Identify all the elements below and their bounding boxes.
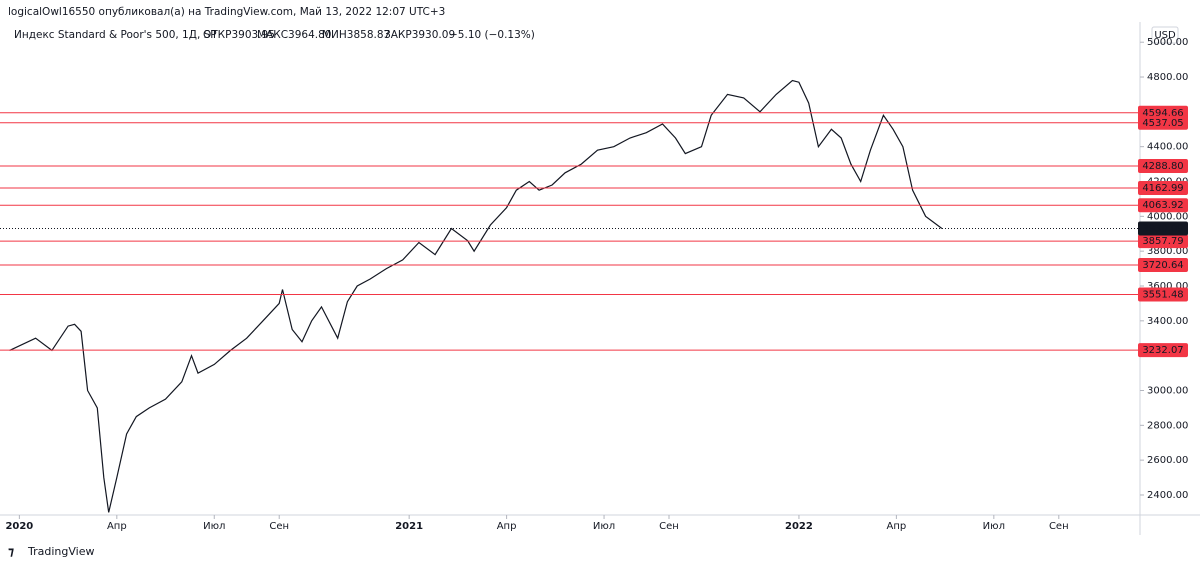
last-price-badge xyxy=(1138,221,1188,236)
level-badge xyxy=(1138,180,1188,195)
level-label: 4537.05 xyxy=(1142,118,1183,129)
published-note: logicalOwl16550 опубликовал(а) на Tradin… xyxy=(8,6,445,18)
level-badge xyxy=(1138,287,1188,302)
level-label: 3720.64 xyxy=(1142,260,1183,271)
y-tick-label: 2400.00 xyxy=(1147,490,1188,501)
level-badge xyxy=(1138,234,1188,249)
y-tick-label: 3400.00 xyxy=(1147,316,1188,327)
level-badge xyxy=(1138,115,1188,130)
level-label: 4162.99 xyxy=(1142,183,1183,194)
level-label: 4594.66 xyxy=(1142,108,1183,119)
level-label: 3551.48 xyxy=(1142,289,1183,300)
y-tick-label: 3000.00 xyxy=(1147,385,1188,396)
x-tick-label: Апр xyxy=(497,521,517,532)
x-tick-label: 2021 xyxy=(395,521,423,532)
currency-box xyxy=(1151,26,1179,44)
symbol: Индекс Standard & Poor's 500, 1Д, SP xyxy=(14,29,217,41)
level-label: 4288.80 xyxy=(1142,161,1183,172)
currency: USD xyxy=(1154,30,1176,41)
x-tick-label: Апр xyxy=(887,521,907,532)
y-tick-label: 2600.00 xyxy=(1147,455,1188,466)
x-tick-label: Июл xyxy=(983,521,1005,532)
x-tick-label: 2022 xyxy=(785,521,813,532)
x-tick-label: 2020 xyxy=(5,521,33,532)
x-tick-label: Сен xyxy=(269,521,289,532)
y-tick-label: 3600.00 xyxy=(1147,281,1188,292)
x-tick-label: Июл xyxy=(593,521,615,532)
y-tick-label: 3800.00 xyxy=(1147,246,1188,257)
level-badge xyxy=(1138,343,1188,358)
brand: TradingView xyxy=(27,545,94,558)
y-tick-label: 4400.00 xyxy=(1147,142,1188,153)
x-tick-label: Сен xyxy=(659,521,679,532)
level-label: 3232.07 xyxy=(1142,345,1183,356)
level-label: 3857.79 xyxy=(1142,236,1183,247)
level-badge xyxy=(1138,159,1188,174)
x-tick-label: Апр xyxy=(107,521,127,532)
close: ЗАКР3930.09 xyxy=(384,29,455,41)
price-line xyxy=(9,79,943,513)
y-tick-label: 5000.00 xyxy=(1147,37,1188,48)
open: ОТКР3903.95 xyxy=(203,29,275,41)
x-tick-label: Сен xyxy=(1049,521,1069,532)
level-badge xyxy=(1138,257,1188,272)
level-label: 4063.92 xyxy=(1142,200,1183,211)
level-badge xyxy=(1138,198,1188,213)
change: −5.10 (−0.13%) xyxy=(449,29,535,41)
x-tick-label: Июл xyxy=(203,521,225,532)
high: МАКС3964.80 xyxy=(257,29,331,41)
y-tick-label: 2800.00 xyxy=(1147,420,1188,431)
y-tick-label: 4800.00 xyxy=(1147,72,1188,83)
y-tick-label: 4000.00 xyxy=(1147,211,1188,222)
low: МИН3858.87 xyxy=(322,29,390,41)
logo: ⁊ xyxy=(8,545,14,559)
last-price-label: 3930.09 xyxy=(1142,224,1183,235)
